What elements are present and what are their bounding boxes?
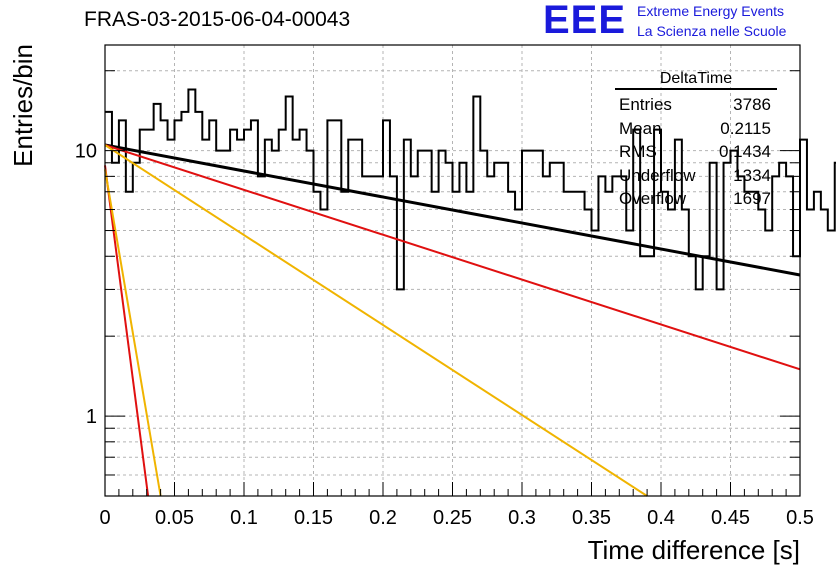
x-tick-label: 0.4 xyxy=(647,507,675,529)
stats-value: 0.2115 xyxy=(720,118,771,138)
y-tick-label: 1 xyxy=(86,406,97,428)
stats-row-rms: RMS 0.1434 xyxy=(611,140,781,164)
fit-line xyxy=(104,169,162,497)
plot-title: FRAS-03-2015-06-04-00043 xyxy=(84,8,351,31)
eee-logo: EEE xyxy=(543,0,627,42)
plot-frame xyxy=(104,44,801,497)
stats-title: DeltaTime xyxy=(615,70,777,90)
fit-curves xyxy=(104,143,801,497)
x-tick-label: 0.15 xyxy=(294,507,333,529)
x-tick-label: 0 xyxy=(99,507,110,529)
logo-subtitle-1: Extreme Energy Events xyxy=(637,3,785,19)
axes: 0 0.05 0.1 0.15 0.2 0.25 0.3 0.35 0.4 0.45 0.5 1 10 T… xyxy=(8,44,814,565)
stats-label: Overflow xyxy=(619,189,687,209)
stats-value: 0.1434 xyxy=(719,142,771,162)
logo-subtitle-2: La Scienza nelle Scuole xyxy=(637,23,787,39)
stats-label: Mean xyxy=(619,118,662,138)
fit-line xyxy=(104,143,801,277)
fit-line xyxy=(104,165,150,497)
stats-box: DeltaTime Entries 3786 Mean 0.2115 RMS 0… xyxy=(611,70,781,211)
x-tick-label: 0.2 xyxy=(369,507,397,529)
stats-row-mean: Mean 0.2115 xyxy=(611,117,781,141)
x-axis-label: Time difference [s] xyxy=(588,535,800,565)
fit-line xyxy=(104,144,648,497)
x-tick-label: 0.45 xyxy=(711,507,750,529)
stats-label: Entries xyxy=(619,95,672,114)
x-tick-label: 0.35 xyxy=(572,507,611,529)
y-axis-label: Entries/bin xyxy=(8,44,38,167)
stats-row-underflow: Underflow 1334 xyxy=(611,164,781,188)
x-tick-label: 0.3 xyxy=(508,507,536,529)
fit-line xyxy=(104,144,801,371)
x-tick-label: 0.1 xyxy=(230,507,258,529)
x-tick-label: 0.25 xyxy=(433,507,472,529)
stats-value: 3786 xyxy=(733,95,771,114)
stats-label: RMS xyxy=(619,142,657,162)
stats-value: 1697 xyxy=(733,189,771,209)
y-tick-label: 10 xyxy=(75,141,97,163)
stats-row-entries: Entries 3786 xyxy=(611,93,781,117)
x-tick-label: 0.05 xyxy=(155,507,194,529)
stats-value: 1334 xyxy=(733,165,771,185)
histogram xyxy=(105,88,836,291)
x-tick-label: 0.5 xyxy=(786,507,814,529)
stats-label: Underflow xyxy=(619,165,696,185)
stats-row-overflow: Overflow 1697 xyxy=(611,187,781,211)
histogram-line xyxy=(105,88,836,291)
